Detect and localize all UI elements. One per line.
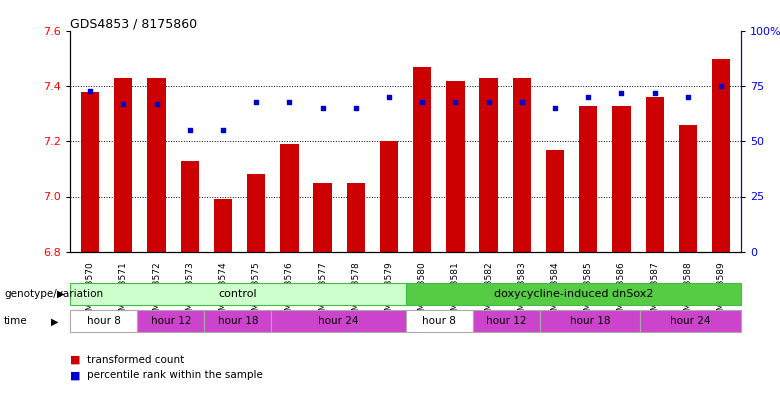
Text: percentile rank within the sample: percentile rank within the sample bbox=[87, 370, 263, 380]
Text: ▶: ▶ bbox=[51, 316, 58, 327]
Point bbox=[283, 99, 296, 105]
Bar bbox=[137, 310, 204, 332]
Point bbox=[117, 101, 129, 107]
Text: hour 24: hour 24 bbox=[318, 316, 359, 326]
Bar bbox=[280, 144, 299, 252]
Text: GDS4853 / 8175860: GDS4853 / 8175860 bbox=[70, 17, 197, 30]
Bar bbox=[640, 310, 741, 332]
Bar bbox=[579, 106, 597, 252]
Point bbox=[250, 99, 262, 105]
Point bbox=[482, 99, 495, 105]
Bar bbox=[70, 310, 137, 332]
Text: time: time bbox=[4, 316, 27, 327]
Bar bbox=[181, 161, 199, 252]
Point bbox=[217, 127, 229, 134]
Bar bbox=[540, 310, 640, 332]
Bar bbox=[679, 125, 697, 252]
Text: ▶: ▶ bbox=[57, 289, 65, 299]
Bar bbox=[346, 183, 365, 252]
Text: doxycycline-induced dnSox2: doxycycline-induced dnSox2 bbox=[494, 289, 653, 299]
Point bbox=[648, 90, 661, 96]
Text: ■: ■ bbox=[70, 354, 84, 365]
Bar bbox=[271, 310, 406, 332]
Text: hour 18: hour 18 bbox=[570, 316, 610, 326]
Bar bbox=[646, 97, 664, 252]
Bar bbox=[446, 81, 465, 252]
Point bbox=[349, 105, 362, 112]
Point bbox=[549, 105, 562, 112]
Text: hour 18: hour 18 bbox=[218, 316, 258, 326]
Point bbox=[84, 88, 97, 94]
Bar bbox=[114, 78, 133, 252]
Text: transformed count: transformed count bbox=[87, 354, 185, 365]
Text: hour 12: hour 12 bbox=[486, 316, 526, 326]
Point bbox=[615, 90, 628, 96]
Point bbox=[582, 94, 594, 101]
Text: hour 8: hour 8 bbox=[87, 316, 121, 326]
Bar bbox=[247, 174, 265, 252]
Bar bbox=[512, 78, 531, 252]
Text: ■: ■ bbox=[70, 370, 84, 380]
Bar bbox=[712, 59, 730, 252]
Point bbox=[183, 127, 196, 134]
Point bbox=[516, 99, 528, 105]
Point bbox=[449, 99, 462, 105]
Point bbox=[714, 83, 727, 90]
Bar bbox=[204, 310, 271, 332]
Bar bbox=[380, 141, 398, 252]
Bar bbox=[70, 283, 406, 305]
Bar bbox=[314, 183, 332, 252]
Bar bbox=[81, 92, 99, 252]
Bar bbox=[214, 199, 232, 252]
Text: control: control bbox=[218, 289, 257, 299]
Text: hour 12: hour 12 bbox=[151, 316, 191, 326]
Bar bbox=[612, 106, 630, 252]
Point bbox=[416, 99, 428, 105]
Point bbox=[383, 94, 395, 101]
Bar bbox=[546, 150, 564, 252]
Point bbox=[317, 105, 329, 112]
Bar bbox=[480, 78, 498, 252]
Bar bbox=[413, 67, 431, 252]
Bar bbox=[147, 78, 165, 252]
Point bbox=[151, 101, 163, 107]
Text: genotype/variation: genotype/variation bbox=[4, 289, 103, 299]
Point bbox=[682, 94, 694, 101]
Text: hour 8: hour 8 bbox=[422, 316, 456, 326]
Bar bbox=[406, 283, 741, 305]
Bar bbox=[473, 310, 540, 332]
Text: hour 24: hour 24 bbox=[671, 316, 711, 326]
Bar bbox=[406, 310, 473, 332]
